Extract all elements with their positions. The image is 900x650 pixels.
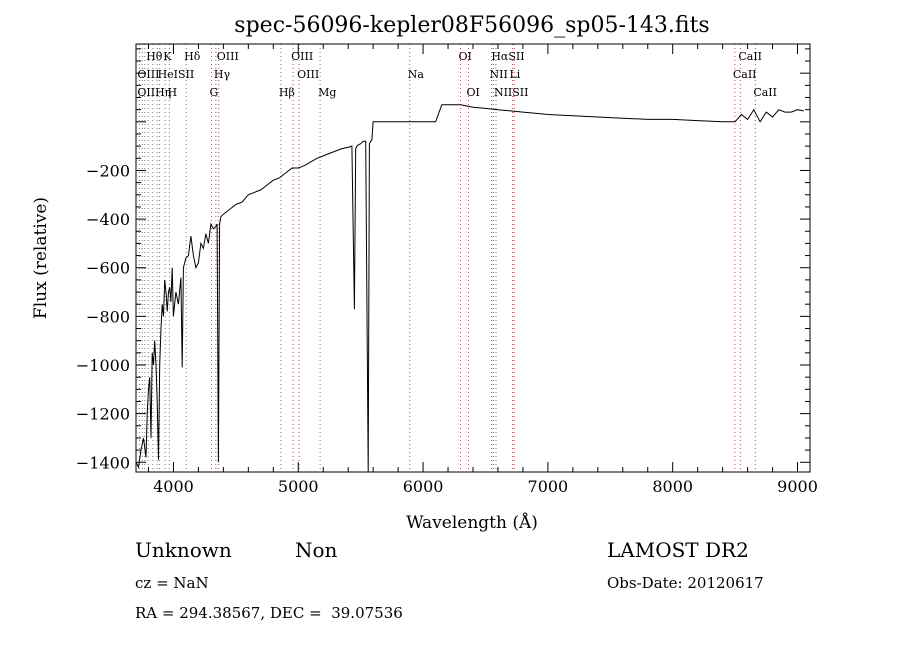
x-tick-label: 8000	[652, 477, 693, 496]
x-tick-label: 7000	[528, 477, 569, 496]
spectral-line-label: Hβ	[279, 86, 295, 99]
x-tick-label: 4000	[153, 477, 194, 496]
y-tick-label: −200	[86, 161, 130, 180]
obs-date-label: Obs-Date: 20120617	[607, 574, 764, 592]
spectral-line-label: OI	[467, 86, 480, 99]
chart-title: spec-56096-kepler08F56096_sp05-143.fits	[234, 13, 709, 38]
spectral-line-label: Hδ	[184, 50, 201, 63]
spectral-line-label: CaII	[733, 68, 757, 81]
y-tick-label: −1400	[76, 453, 130, 472]
y-axis-label: Flux (relative)	[31, 197, 51, 319]
subclass-label: Non	[295, 538, 338, 562]
spectral-line-label: Na	[408, 68, 425, 81]
x-axis-ticks: 4000 5000 6000 7000 8000 9000	[147, 44, 818, 496]
y-axis-ticks: −1400 −1200 −1000 −800 −600 −400 −200	[76, 48, 810, 472]
spectral-line-label: OI	[459, 50, 472, 63]
spectral-line-label: OIIHη	[137, 86, 171, 99]
y-tick-label: −1200	[76, 405, 130, 424]
spectral-line-label: CaII	[738, 50, 762, 63]
spectral-line-label: Mg	[318, 86, 336, 99]
spectral-line-label: HαSII	[491, 50, 524, 63]
y-tick-label: −1000	[76, 356, 130, 375]
x-axis-label: Wavelength (Å)	[406, 512, 538, 533]
y-tick-label: −800	[86, 307, 130, 326]
class-label: Unknown	[135, 538, 232, 562]
x-tick-label: 9000	[777, 477, 818, 496]
spectral-line-label: OIII	[291, 50, 313, 63]
spectral-line-label: CaII	[753, 86, 777, 99]
x-tick-label: 5000	[278, 477, 319, 496]
spectrum-line	[135, 104, 804, 473]
spectral-line-label: OIII	[297, 68, 319, 81]
spectral-line-label: OIII	[137, 68, 159, 81]
spectral-line-label: K	[163, 50, 172, 63]
y-tick-label: −600	[86, 259, 130, 278]
x-tick-label: 6000	[403, 477, 444, 496]
cz-label: cz = NaN	[135, 574, 209, 592]
spectral-line-label: H	[167, 86, 177, 99]
spectral-line-label: Hθ	[146, 50, 163, 63]
spectral-line-label: OIII	[217, 50, 239, 63]
y-tick-label: −400	[86, 210, 130, 229]
spectral-line-markers	[138, 44, 756, 472]
plot-frame	[135, 43, 811, 473]
spectral-line-label: G	[210, 86, 219, 99]
coords-label: RA = 294.38567, DEC = 39.07536	[135, 604, 403, 622]
survey-label: LAMOST DR2	[607, 538, 749, 562]
spectral-line-label: NIISII	[494, 86, 529, 99]
spectral-line-label: HeISII	[158, 68, 195, 81]
spectral-line-label: Hγ	[214, 68, 231, 81]
spectral-line-label: Li	[509, 68, 520, 81]
spectral-line-label: NII	[489, 68, 507, 81]
